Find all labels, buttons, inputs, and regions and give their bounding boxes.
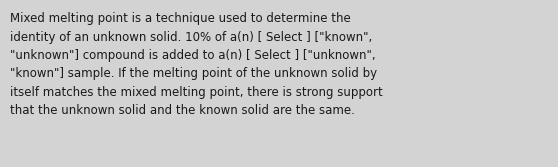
Text: Mixed melting point is a technique used to determine the
identity of an unknown : Mixed melting point is a technique used … (10, 12, 383, 118)
